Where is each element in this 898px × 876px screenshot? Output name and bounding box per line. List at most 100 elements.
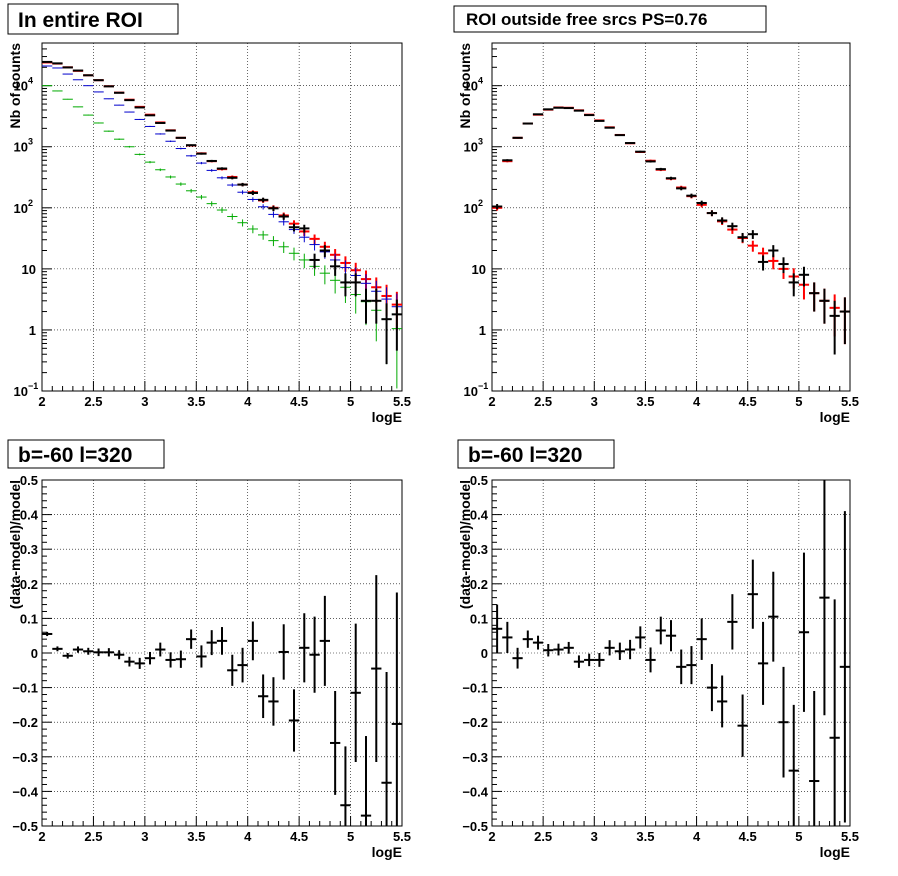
- x-tick-label: 2.5: [84, 394, 102, 409]
- x-tick-label: 2.5: [534, 829, 552, 844]
- data-point: [176, 137, 186, 138]
- y-tick-exponent: 4: [28, 76, 33, 86]
- y-tick-exponent: 4: [478, 76, 483, 86]
- x-tick-label: 5: [795, 829, 802, 844]
- y-axis-label: Nb of counts: [7, 43, 23, 129]
- series-2: [492, 107, 850, 354]
- y-axis-label: Nb of counts: [457, 43, 473, 129]
- data-point: [83, 115, 93, 116]
- data-point: [707, 210, 717, 216]
- data-point: [645, 160, 655, 162]
- data-point: [809, 691, 819, 826]
- data-point: [176, 182, 186, 185]
- plot-frame: [492, 480, 850, 826]
- series-2: [42, 66, 402, 334]
- x-tick-label: 4.5: [290, 829, 308, 844]
- data-point: [697, 618, 707, 660]
- data-point: [124, 657, 134, 667]
- data-point: [165, 130, 175, 131]
- data-point: [93, 92, 103, 93]
- data-point: [351, 273, 361, 296]
- y-tick-exponent: 3: [478, 137, 483, 147]
- data-point: [543, 109, 553, 110]
- data-point: [248, 197, 258, 202]
- x-tick-label: 5.5: [393, 829, 411, 844]
- data-point: [227, 214, 237, 220]
- data-point: [237, 219, 247, 226]
- data-point: [502, 159, 512, 161]
- data-point: [165, 652, 175, 667]
- x-tick-label: 2: [488, 394, 495, 409]
- data-point: [625, 142, 635, 144]
- data-point: [768, 245, 778, 257]
- data-point: [155, 133, 165, 134]
- x-tick-label: 5: [347, 394, 354, 409]
- data-point: [207, 630, 217, 655]
- data-point: [309, 240, 319, 251]
- x-axis-label: logE: [820, 844, 850, 860]
- data-point: [533, 636, 543, 650]
- y-tick-label: 10: [464, 384, 478, 399]
- x-tick-label: 3: [591, 829, 598, 844]
- data-point: [104, 86, 114, 87]
- series-3: [42, 85, 402, 388]
- y-tick-label: −0.2: [462, 715, 488, 730]
- y-tick-exponent: 2: [478, 198, 483, 208]
- data-point: [135, 153, 145, 155]
- y-tick-label: −0.4: [462, 784, 488, 799]
- y-tick-label: −0.5: [12, 819, 38, 834]
- data-point: [196, 645, 206, 667]
- data-point: [686, 194, 696, 198]
- data-point: [165, 141, 175, 143]
- data-point: [73, 106, 83, 107]
- data-point: [605, 127, 615, 128]
- data-point: [279, 242, 289, 253]
- data-point: [340, 273, 350, 296]
- y-tick-label: 0.1: [470, 611, 488, 626]
- y-tick-label: −0.3: [462, 750, 488, 765]
- data-point: [145, 115, 155, 116]
- data-point: [248, 622, 258, 661]
- y-tick-exponent: −1: [28, 381, 38, 391]
- y-tick-label: −0.2: [12, 715, 38, 730]
- y-tick-label: 10: [14, 201, 28, 216]
- data-point: [145, 652, 155, 664]
- x-tick-label: 5: [347, 829, 354, 844]
- data-point: [186, 155, 196, 157]
- data-point: [594, 653, 604, 667]
- data-point: [73, 646, 83, 652]
- data-point: [830, 599, 840, 826]
- series-1: [42, 62, 402, 330]
- x-tick-label: 3.5: [636, 829, 654, 844]
- y-tick-label: −0.4: [12, 784, 38, 799]
- series-1: [42, 575, 402, 826]
- data-point: [717, 675, 727, 727]
- data-point: [564, 108, 574, 109]
- data-point: [584, 115, 594, 116]
- data-point: [789, 705, 799, 826]
- chart-title: b=-60 l=320: [468, 444, 582, 467]
- series-1: [492, 480, 850, 826]
- data-point: [778, 257, 788, 273]
- data-point: [361, 736, 371, 826]
- x-tick-label: 2: [38, 829, 45, 844]
- data-point: [104, 98, 114, 99]
- data-point: [268, 677, 278, 725]
- x-tick-label: 2: [488, 829, 495, 844]
- x-tick-label: 4: [693, 394, 701, 409]
- y-tick-label: 0: [31, 646, 38, 661]
- x-axis-label: logE: [820, 409, 850, 425]
- y-tick-label: −0.5: [462, 819, 488, 834]
- data-point: [381, 672, 391, 826]
- data-point: [104, 131, 114, 132]
- data-point: [502, 622, 512, 653]
- data-point: [819, 480, 829, 715]
- x-tick-label: 4: [244, 394, 252, 409]
- data-point: [63, 99, 73, 100]
- data-point: [299, 254, 309, 269]
- data-point: [523, 123, 533, 124]
- data-point: [371, 575, 381, 762]
- data-point: [217, 167, 227, 170]
